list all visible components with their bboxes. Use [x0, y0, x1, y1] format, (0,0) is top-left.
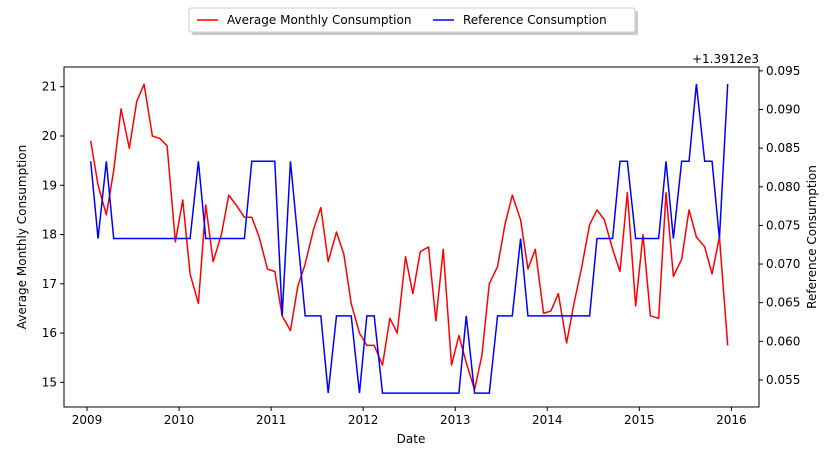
legend-box [188, 7, 636, 33]
y2-tick-label: 0.090 [766, 103, 800, 117]
x-axis-label: Date [397, 432, 426, 446]
x-tick-label: 2014 [532, 413, 563, 427]
x-tick-label: 2012 [348, 413, 379, 427]
legend-label-series-0: Average Monthly Consumption [227, 13, 411, 27]
y-tick-label: 21 [42, 80, 57, 94]
y2-axis-ticks: 0.055 0.060 0.065 0.070 0.075 0.080 0.085 0.090… [759, 64, 800, 387]
y2-axis-label: Reference Consumption [805, 165, 819, 309]
y-tick-label: 18 [42, 228, 57, 242]
x-tick-label: 2010 [164, 413, 195, 427]
y2-tick-label: 0.055 [766, 373, 800, 387]
y-axis-ticks: 15 16 17 18 19 20 21 [42, 80, 64, 389]
y-tick-label: 17 [42, 277, 57, 291]
y2-offset-text: +1.3912e3 [692, 52, 759, 66]
x-axis-ticks: 2009 2010 2011 2012 2013 2014 2015 2016 [72, 407, 747, 427]
y2-tick-label: 0.065 [766, 296, 800, 310]
legend: Average Monthly Consumption Reference Co… [188, 7, 638, 35]
plot-area [63, 66, 760, 408]
y2-tick-label: 0.095 [766, 64, 800, 78]
y2-tick-label: 0.080 [766, 180, 800, 194]
line-reference-consumption [89, 83, 729, 394]
x-tick-label: 2015 [624, 413, 655, 427]
x-tick-label: 2013 [440, 413, 471, 427]
line-average-monthly-consumption [89, 83, 729, 391]
legend-label-series-1: Reference Consumption [463, 13, 607, 27]
x-tick-label: 2009 [72, 413, 103, 427]
y2-tick-label: 0.075 [766, 218, 800, 232]
y-tick-label: 15 [42, 375, 57, 389]
y-tick-label: 19 [42, 178, 57, 192]
y2-tick-label: 0.070 [766, 257, 800, 271]
y2-tick-label: 0.085 [766, 141, 800, 155]
y-tick-label: 20 [42, 129, 57, 143]
y2-tick-label: 0.060 [766, 334, 800, 348]
y-axis-label: Average Monthly Consumption [15, 145, 29, 329]
x-tick-label: 2011 [256, 413, 287, 427]
y-tick-label: 16 [42, 326, 57, 340]
x-tick-label: 2016 [716, 413, 747, 427]
